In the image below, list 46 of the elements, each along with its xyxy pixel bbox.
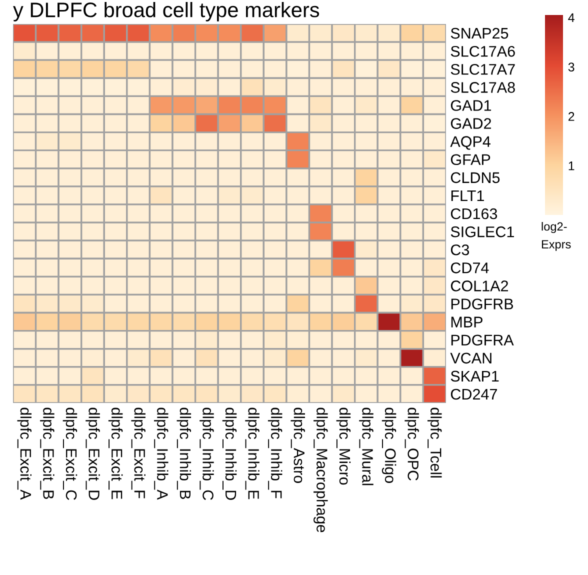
x-tick-label: dlpfc_Inhib_F (268, 408, 282, 498)
y-tick-label: MBP (451, 316, 482, 328)
y-tick-label: SLC17A7 (450, 64, 515, 75)
x-tick-label: dlpfc_Astro (290, 408, 305, 483)
color-bar-label: 3 (568, 62, 574, 72)
y-tick-label: GAD1 (450, 100, 492, 111)
y-tick-label: SKAP1 (450, 370, 499, 382)
x-tick-label: dlpfc_Mural (359, 408, 374, 486)
y-tick-label: CD247 (450, 388, 497, 400)
y-tick-label: CLDN5 (450, 172, 500, 184)
x-tick-label: dlpfc_Excit_F (131, 408, 146, 498)
x-tick-label: dlpfc_OPC (404, 408, 419, 480)
y-tick-label: COL1A2 (450, 280, 508, 292)
x-tick-label: dlpfc_Inhib_E (245, 408, 260, 500)
y-tick-label: GAD2 (450, 118, 492, 129)
y-tick-label: CD163 (450, 208, 498, 220)
color-bar-label: 4 (568, 13, 574, 22)
x-tick-label: dlpfc_Oligo (382, 408, 396, 483)
x-tick-label: dlpfc_Inhib_D (222, 408, 237, 500)
x-tick-label: dlpfc_Micro (336, 408, 351, 485)
y-tick-label: SLC17A6 (450, 46, 515, 57)
x-tick-label: dlpfc_Excit_A (17, 408, 32, 500)
chart-title: y DLPFC broad cell type markers (13, 2, 320, 22)
x-tick-label: dlpfc_Macrophage (314, 408, 328, 532)
y-tick-label: VCAN (450, 352, 492, 364)
x-tick-label: dlpfc_Tcell (427, 408, 442, 478)
x-tick-label: dlpfc_Excit_D (86, 408, 100, 500)
x-tick-label: dlpfc_Inhib_C (200, 408, 214, 500)
y-tick-label: SIGLEC1 (450, 226, 514, 238)
y-tick-label: AQP4 (450, 136, 490, 150)
x-tick-label: dlpfc_Excit_E (108, 408, 123, 500)
x-tick-label: dlpfc_Excit_C (62, 408, 78, 500)
x-tick-label: dlpfc_Inhib_A (154, 408, 168, 500)
y-tick-label: SNAP25 (450, 28, 508, 39)
y-tick-label: GFAP (450, 154, 490, 166)
color-bar-title: log2- Exprs (542, 222, 571, 251)
color-bar-label: 2 (568, 112, 574, 121)
y-tick-label: PDGFRA (451, 334, 514, 346)
x-tick-label: dlpfc_Excit_B (40, 408, 54, 499)
color-bar-label: 1 (568, 162, 574, 170)
y-tick-label: CD74 (450, 262, 489, 274)
y-tick-label: FLT1 (451, 190, 484, 201)
y-tick-label: C3 (450, 244, 470, 256)
y-tick-label: SLC17A8 (450, 82, 515, 93)
y-tick-label: PDGFRB (451, 298, 514, 310)
x-tick-label: dlpfc_Inhib_B (176, 408, 192, 499)
